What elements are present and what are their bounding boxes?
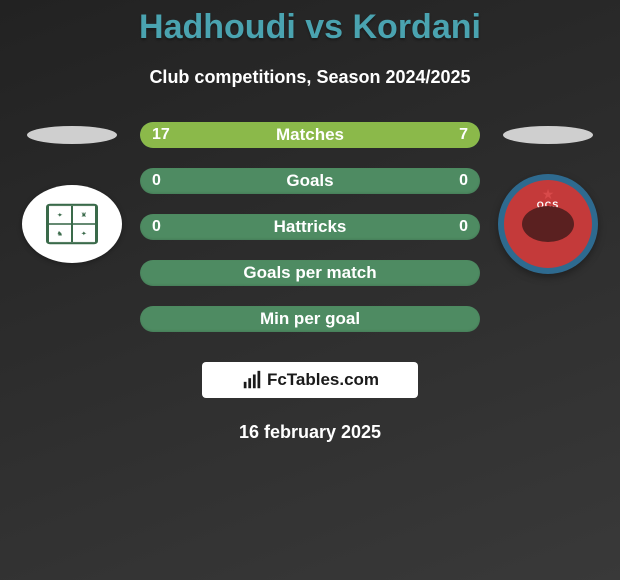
bar-label: Goals per match: [140, 263, 480, 283]
content-row: ✦ ♜ ♞ ✦ 177Matches 00Goals 00Hattricks Goal…: [0, 122, 620, 332]
team-logo-right: ★ OCS: [498, 174, 598, 274]
stat-bar: 00Hattricks: [140, 214, 480, 240]
player-shadow-right: [503, 126, 593, 144]
fctables-badge[interactable]: FcTables.com: [202, 362, 418, 398]
stat-bar: Min per goal: [140, 306, 480, 332]
bar-label: Hattricks: [140, 217, 480, 237]
subtitle: Club competitions, Season 2024/2025: [0, 67, 620, 88]
logo-ring: ★ OCS: [504, 180, 592, 268]
bar-label: Min per goal: [140, 309, 480, 329]
page-title: Hadhoudi vs Kordani: [0, 0, 620, 47]
left-column: ✦ ♜ ♞ ✦: [12, 122, 132, 274]
bar-label: Matches: [140, 125, 480, 145]
stat-bar: 177Matches: [140, 122, 480, 148]
right-column: ★ OCS: [488, 122, 608, 274]
stat-bar: Goals per match: [140, 260, 480, 286]
bar-chart-icon: [241, 369, 263, 391]
stat-bar: 00Goals: [140, 168, 480, 194]
stats-bars: 177Matches 00Goals 00Hattricks Goals per ma…: [140, 122, 480, 332]
fctables-label: FcTables.com: [267, 370, 379, 390]
stats-card: Hadhoudi vs Kordani Club competitions, S…: [0, 0, 620, 580]
date-label: 16 february 2025: [0, 422, 620, 443]
team-logo-left: ✦ ♜ ♞ ✦: [22, 185, 122, 263]
player-shadow-left: [27, 126, 117, 144]
ball-icon: [522, 206, 574, 242]
bar-label: Goals: [140, 171, 480, 191]
shield-icon: ✦ ♜ ♞ ✦: [46, 204, 98, 245]
